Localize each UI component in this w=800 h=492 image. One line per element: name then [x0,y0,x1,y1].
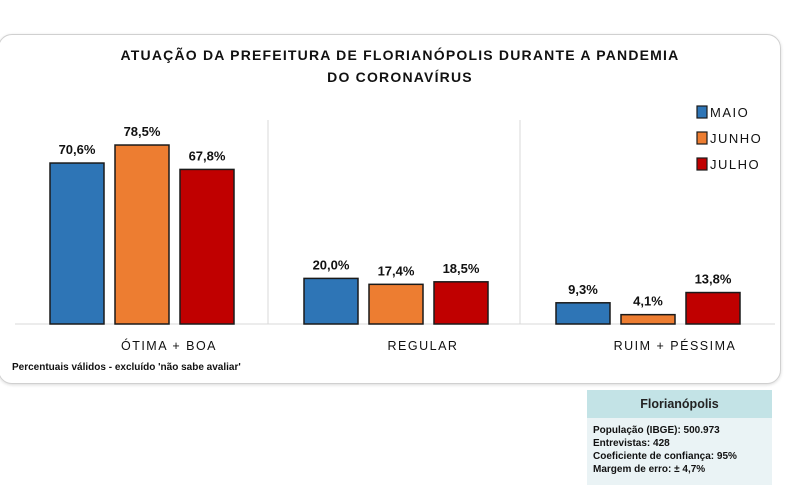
data-label: 4,1% [633,294,663,309]
legend-label: MAIO [710,105,749,120]
data-label: 67,8% [189,148,226,163]
info-line: Margem de erro: ± 4,7% [593,464,706,475]
chart-frame [0,34,781,384]
bar-chart: 70,6% 78,5% 67,8% ÓTIMA + BOA 20,0% 17,4% 18,5… [15,105,775,353]
data-label: 78,5% [124,124,161,139]
bar-maio [49,162,105,325]
chart-note: Percentuais válidos - excluído 'não sabe… [12,362,241,373]
legend-label: JUNHO [710,131,762,146]
bar-julho [179,168,235,325]
data-label: 18,5% [443,261,480,276]
bar-maio [555,302,611,325]
info-line: Coeficiente de confiança: 95% [593,451,737,462]
bar-junho [620,313,676,325]
info-box: Florianópolis População (IBGE): 500.973 … [587,390,772,485]
data-label: 70,6% [59,142,96,157]
bar-junho [368,283,424,325]
title-line-2: DO CORONAVÍRUS [327,69,473,85]
legend-label: JULHO [710,157,760,172]
info-title: Florianópolis [587,390,772,418]
bar-maio [303,277,359,325]
info-line: População (IBGE): 500.973 [593,425,720,436]
chart-title: ATUAÇÃO DA PREFEITURA DE FLORIANÓPOLIS D… [0,44,800,88]
category-label: REGULAR [388,339,459,353]
data-label: 20,0% [313,257,350,272]
legend-swatch [696,105,708,119]
data-label: 9,3% [568,282,598,297]
title-line-1: ATUAÇÃO DA PREFEITURA DE FLORIANÓPOLIS D… [120,47,680,63]
data-label: 13,8% [695,272,732,287]
data-label: 17,4% [378,263,415,278]
legend-swatch [696,157,708,171]
bar-julho [685,291,741,325]
bar-julho [433,281,489,325]
legend-swatch [696,131,708,145]
category-label: RUIM + PÉSSIMA [614,338,737,353]
category-label: ÓTIMA + BOA [121,338,217,353]
info-line: Entrevistas: 428 [593,438,670,449]
bar-junho [114,144,170,325]
